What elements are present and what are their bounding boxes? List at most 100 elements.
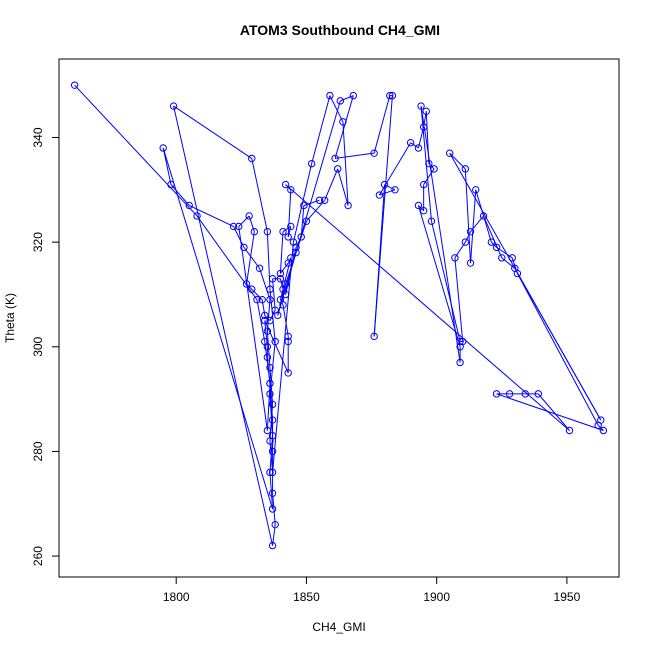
series-segment — [279, 231, 284, 274]
data-point — [276, 269, 285, 278]
data-point — [276, 275, 285, 283]
series-layer — [70, 81, 608, 550]
data-point — [479, 212, 488, 220]
series-segment — [269, 440, 274, 473]
data-point — [263, 327, 272, 335]
series-segment — [464, 231, 471, 243]
data-point — [266, 295, 274, 304]
data-point — [284, 233, 292, 241]
series-segment — [259, 268, 271, 300]
series-segment — [373, 184, 386, 337]
series-segment — [279, 262, 289, 274]
data-point — [302, 217, 311, 225]
data-point — [336, 97, 345, 105]
series-segment — [483, 215, 503, 259]
data-point — [425, 159, 433, 168]
data-point — [266, 285, 274, 293]
series-segment — [261, 299, 266, 316]
data-point — [326, 91, 334, 100]
data-point — [417, 102, 425, 110]
series-segment — [74, 84, 198, 217]
data-point — [414, 201, 423, 210]
data-point — [287, 222, 295, 231]
x-axis-label: CH4_GMI — [312, 620, 365, 634]
series-segment — [420, 106, 432, 222]
data-point — [461, 238, 470, 246]
data-point — [229, 222, 238, 231]
data-point — [419, 180, 428, 189]
data-point — [307, 159, 316, 168]
series-segment — [417, 205, 461, 347]
x-tick-label: 1850 — [293, 590, 320, 604]
data-point — [459, 337, 467, 346]
data-point — [268, 275, 277, 283]
series-segment — [373, 95, 391, 154]
data-point — [258, 295, 266, 304]
data-point — [253, 295, 261, 304]
data-point — [466, 259, 475, 267]
data-point — [386, 91, 394, 100]
data-point — [292, 243, 300, 252]
data-point — [445, 149, 454, 157]
series-segment — [266, 383, 271, 431]
data-point — [508, 254, 516, 262]
series-segment — [266, 299, 271, 332]
series-segment — [173, 105, 253, 159]
series-segment — [537, 393, 570, 431]
series-segment — [233, 226, 245, 248]
data-point — [430, 165, 438, 173]
data-point — [505, 390, 514, 398]
data-point — [492, 243, 501, 252]
data-point — [271, 306, 279, 314]
data-point — [344, 201, 352, 210]
data-point — [461, 165, 470, 173]
data-point — [240, 243, 248, 252]
data-point — [169, 102, 178, 110]
data-point — [284, 369, 292, 377]
data-point — [268, 505, 277, 513]
data-point — [70, 81, 79, 89]
y-tick-label: 280 — [31, 441, 45, 461]
series-segment — [272, 242, 294, 473]
series-segment — [269, 393, 274, 436]
data-point — [487, 238, 496, 246]
data-point — [185, 201, 193, 210]
series-segment — [272, 278, 276, 311]
data-point — [287, 254, 295, 262]
y-tick-label: 320 — [31, 232, 45, 252]
x-tick-label: 1900 — [423, 590, 450, 604]
series-segment — [272, 493, 276, 525]
data-point — [248, 285, 256, 293]
series-segment — [329, 95, 344, 123]
data-point — [492, 390, 501, 398]
x-tick-label: 1950 — [554, 590, 581, 604]
data-point — [521, 390, 529, 398]
plot-frame — [58, 58, 620, 578]
data-point — [594, 421, 602, 429]
data-point — [159, 144, 167, 152]
data-point — [284, 337, 292, 346]
series-segment — [162, 147, 274, 510]
series-segment — [516, 273, 599, 426]
data-point — [456, 337, 464, 346]
data-point — [263, 426, 272, 435]
series-segment — [334, 95, 354, 159]
series-segment — [335, 152, 375, 159]
series-segment — [282, 226, 292, 233]
data-point — [281, 290, 290, 299]
y-tick-label: 260 — [31, 546, 45, 566]
data-point — [370, 332, 378, 341]
series-segment — [173, 105, 274, 546]
data-point — [268, 416, 277, 424]
series-segment — [251, 288, 263, 301]
y-tick-label: 340 — [31, 127, 45, 147]
data-point — [466, 227, 475, 236]
data-point — [167, 180, 175, 189]
data-point — [419, 207, 428, 215]
series-segment — [501, 257, 516, 269]
series-segment — [189, 205, 234, 227]
data-point — [427, 217, 436, 225]
data-point — [284, 332, 292, 341]
